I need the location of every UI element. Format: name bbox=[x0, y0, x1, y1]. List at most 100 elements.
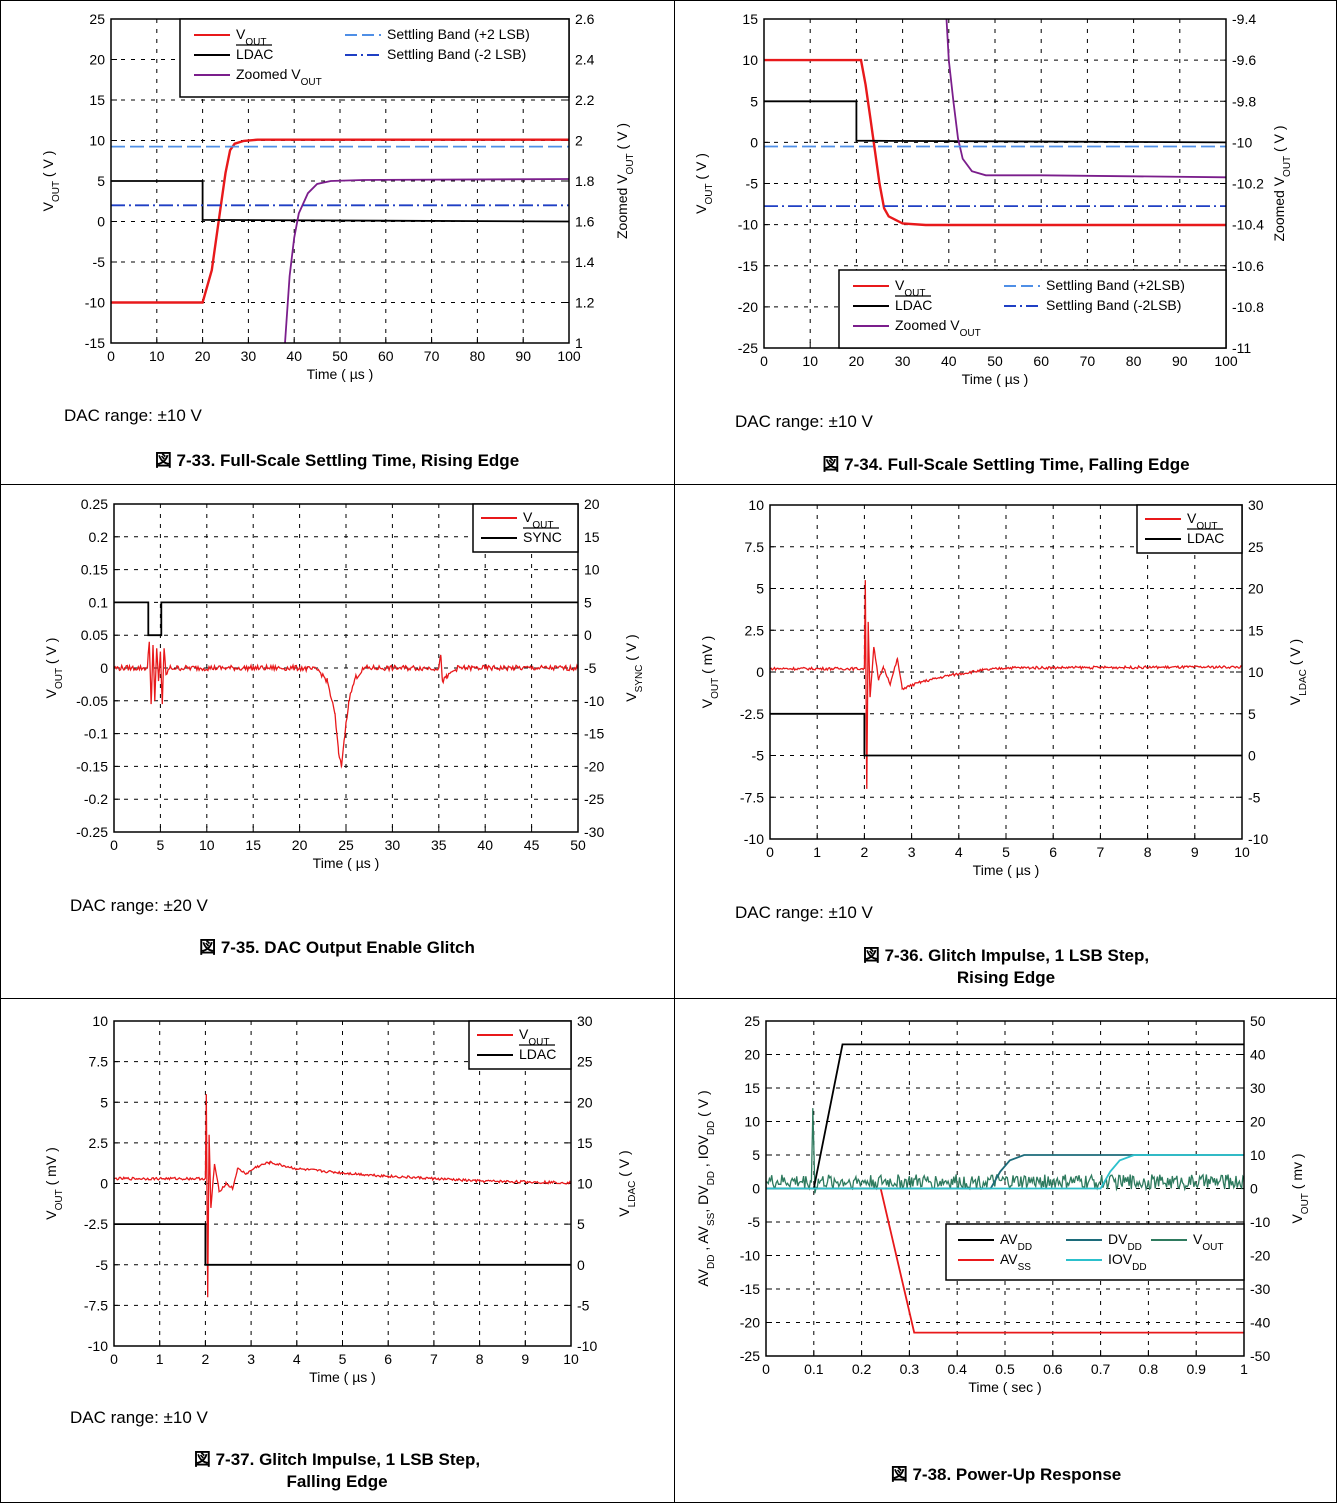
series-zoom-line bbox=[945, 19, 1226, 179]
y-right-tick-label: -20 bbox=[584, 758, 604, 774]
caption-line: 図 7-34. Full-Scale Settling Time, Fallin… bbox=[822, 455, 1190, 474]
legend-box bbox=[179, 18, 570, 98]
dac-range-label: DAC range: ±10 V bbox=[64, 406, 202, 425]
x-tick-label: 10 bbox=[1234, 844, 1250, 860]
x-tick-label: 0 bbox=[762, 1361, 770, 1377]
y-left-tick-label: 0 bbox=[100, 1176, 108, 1192]
x-tick-label: 50 bbox=[987, 353, 1003, 369]
legend-entry: Settling Band (+2LSB) bbox=[1046, 277, 1185, 293]
y-left-axis-label: VOUT​ ( V ) bbox=[693, 153, 715, 214]
dac-range-label: DAC range: ±10 V bbox=[735, 412, 873, 431]
legend-entry: AVDD​ bbox=[1000, 1231, 1032, 1253]
y-left-tick-label: 10 bbox=[742, 52, 758, 68]
y-right-tick-label: 20 bbox=[1250, 1114, 1266, 1130]
y-left-tick-label: -10 bbox=[738, 217, 758, 233]
y-right-tick-label: -10 bbox=[577, 1338, 597, 1354]
y-left-tick-label: -5 bbox=[752, 748, 765, 764]
y-left-tick-label: 0.15 bbox=[81, 562, 108, 578]
x-axis-label: Time ( µs ) bbox=[313, 855, 380, 871]
y-left-tick-label: 20 bbox=[89, 52, 105, 68]
x-tick-label: 20 bbox=[195, 348, 211, 364]
chart-7-36: 0 1 2 3 4 5 6 7 8 9 10-10-7.5-5-2.502.557.510-10-5… bbox=[699, 497, 1309, 878]
legend-entry: Settling Band (-2LSB) bbox=[1046, 297, 1181, 313]
y-left-tick-label: 15 bbox=[89, 92, 105, 108]
y-left-tick-label: -10 bbox=[744, 831, 764, 847]
grid-divider-row-2 bbox=[0, 998, 1337, 999]
x-tick-label: 3 bbox=[247, 1351, 255, 1367]
x-tick-label: 1 bbox=[156, 1351, 164, 1367]
series-vout-line bbox=[114, 1094, 571, 1298]
x-tick-label: 100 bbox=[557, 348, 581, 364]
x-tick-label: 40 bbox=[286, 348, 302, 364]
y-left-tick-label: -5 bbox=[748, 1214, 761, 1230]
y-left-tick-label: -5 bbox=[96, 1257, 109, 1273]
y-right-tick-label: -10.6 bbox=[1232, 258, 1264, 274]
x-tick-label: 10 bbox=[802, 353, 818, 369]
y-right-tick-label: -11 bbox=[1232, 340, 1251, 356]
plot-frame bbox=[765, 1020, 1245, 1357]
legend-entry: Settling Band (-2 LSB) bbox=[387, 46, 526, 62]
y-left-tick-label: 0.2 bbox=[89, 529, 109, 545]
x-tick-label: 50 bbox=[570, 837, 586, 853]
plot-frame bbox=[769, 504, 1243, 840]
y-left-axis-label: VOUT​ ( V ) bbox=[43, 638, 65, 699]
x-axis-label: Time ( sec ) bbox=[968, 1379, 1041, 1395]
y-right-axis-label: VSYNC​ ( V ) bbox=[623, 634, 645, 701]
x-axis-label: Time ( µs ) bbox=[973, 862, 1040, 878]
y-right-tick-label: -30 bbox=[1250, 1281, 1270, 1297]
figure-7-38: 0 0.1 0.2 0.3 0.4 0.5 0.6 0.7 0.8 0.9 1 -25 -20 -15 -1… bbox=[674, 998, 1338, 1504]
x-tick-label: 0.3 bbox=[900, 1361, 920, 1377]
legend-entry: Zoomed VOUT​ bbox=[895, 317, 981, 339]
y-right-tick-label: -25 bbox=[584, 791, 604, 807]
y-right-tick-label: 2 bbox=[575, 133, 583, 149]
x-tick-label: 90 bbox=[1172, 353, 1188, 369]
y-left-tick-label: -10 bbox=[85, 295, 105, 311]
x-tick-label: 0 bbox=[766, 844, 774, 860]
figure-7-34: 0 10 20 30 40 50 60 70 80 90 100 -25 -20 -15 -10 -5 0 5 10… bbox=[674, 0, 1338, 484]
caption-line: 図 7-37. Glitch Impulse, 1 LSB Step, bbox=[193, 1450, 481, 1469]
x-axis-label: Time ( µs ) bbox=[307, 366, 374, 382]
x-tick-label: 0 bbox=[110, 1351, 118, 1367]
y-left-tick-label: 10 bbox=[92, 1013, 108, 1029]
y-right-tick-label: 20 bbox=[1248, 581, 1264, 597]
x-tick-label: 60 bbox=[378, 348, 394, 364]
y-right-tick-label: 10 bbox=[1250, 1147, 1266, 1163]
y-left-axis-label: VOUT​ ( mV ) bbox=[699, 636, 721, 708]
y-left-tick-label: 0.05 bbox=[81, 627, 108, 643]
y-right-tick-label: 15 bbox=[577, 1135, 593, 1151]
y-left-tick-label: 25 bbox=[744, 1013, 760, 1029]
y-right-tick-label: 30 bbox=[577, 1013, 593, 1029]
y-left-tick-label: -0.1 bbox=[84, 726, 108, 742]
y-right-tick-label: 1.6 bbox=[575, 214, 595, 230]
grid-divider-row-1 bbox=[0, 484, 1337, 485]
plot-frame bbox=[113, 1020, 572, 1347]
y-left-tick-label: -0.2 bbox=[84, 791, 108, 807]
y-left-tick-label: -10 bbox=[88, 1338, 108, 1354]
y-right-tick-label: -30 bbox=[584, 824, 604, 840]
y-right-tick-label: -10 bbox=[1250, 1214, 1270, 1230]
y-left-tick-label: 0.1 bbox=[89, 594, 109, 610]
series-ldac-line bbox=[770, 712, 1242, 757]
y-left-tick-label: -15 bbox=[738, 258, 758, 274]
legend-entry: LDAC bbox=[1187, 530, 1224, 546]
y-left-tick-label: -5 bbox=[746, 176, 759, 192]
y-right-tick-label: -9.4 bbox=[1232, 11, 1256, 27]
x-tick-label: 0.4 bbox=[947, 1361, 967, 1377]
x-tick-label: 0 bbox=[760, 353, 768, 369]
y-left-tick-label: -20 bbox=[738, 299, 758, 315]
y-right-axis-label: Zoomed VOUT​ ( V ) bbox=[614, 123, 636, 239]
legend-entry: VOUT​ bbox=[519, 1026, 549, 1048]
x-tick-label: 1 bbox=[813, 844, 821, 860]
figure-caption: 図 7-35. DAC Output Enable Glitch bbox=[0, 937, 674, 959]
legend-entry: AVSS​ bbox=[1000, 1251, 1031, 1273]
y-right-tick-label: 30 bbox=[1248, 497, 1264, 513]
y-right-tick-label: 5 bbox=[1248, 706, 1256, 722]
y-left-tick-label: -2.5 bbox=[740, 706, 764, 722]
y-left-tick-label: 10 bbox=[748, 497, 764, 513]
legend-entry: VOUT​ bbox=[1187, 510, 1217, 532]
x-tick-label: 7 bbox=[430, 1351, 438, 1367]
x-axis-label: Time ( µs ) bbox=[309, 1369, 376, 1385]
x-tick-label: 70 bbox=[1080, 353, 1096, 369]
y-right-tick-label: -10.8 bbox=[1232, 299, 1264, 315]
y-right-tick-label: -10 bbox=[1232, 134, 1252, 150]
